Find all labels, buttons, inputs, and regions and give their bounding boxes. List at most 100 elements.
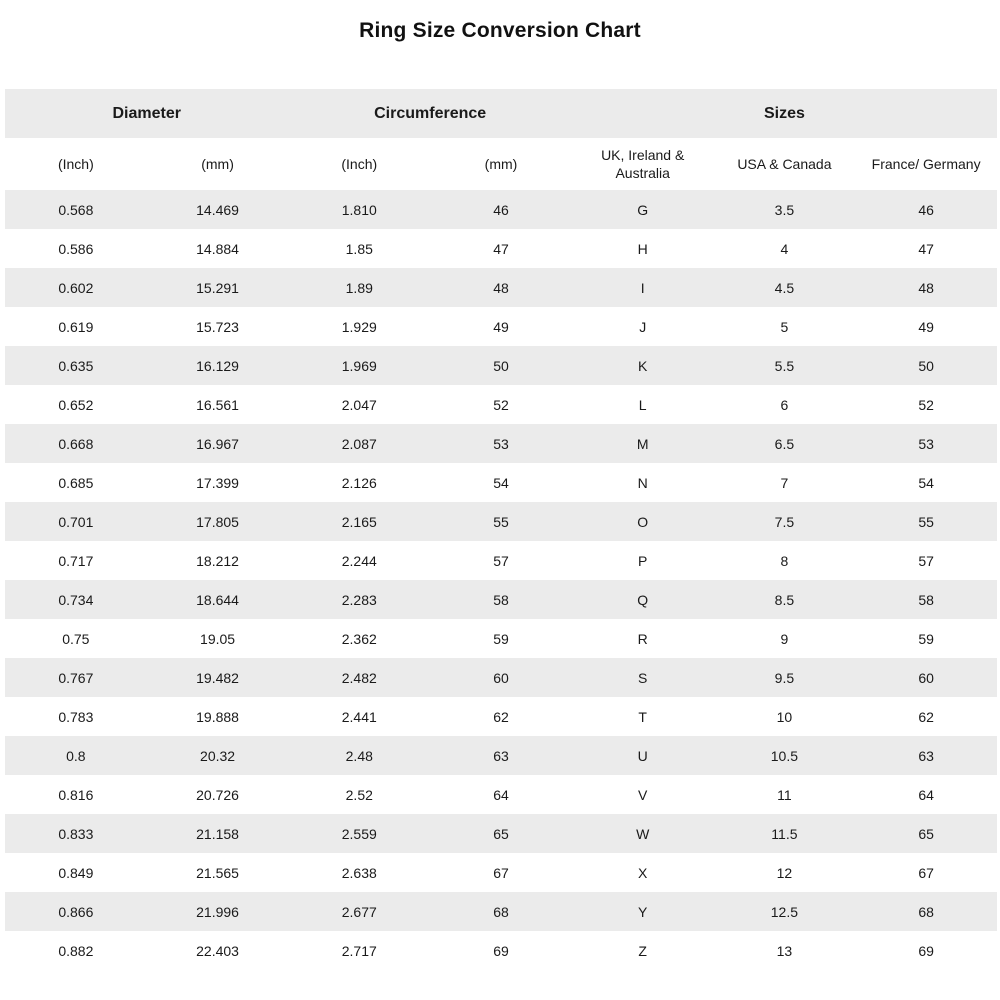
table-cell: 52 [430, 385, 572, 424]
table-cell: 5 [713, 307, 856, 346]
table-cell: 58 [855, 580, 997, 619]
table-cell: 0.8 [5, 736, 147, 775]
table-cell: 19.05 [146, 619, 289, 658]
table-cell: Q [571, 580, 714, 619]
table-cell: 59 [430, 619, 572, 658]
table-cell: 53 [430, 424, 572, 463]
table-row: 0.833 21.158 2.559 65 W 11.5 65 [5, 814, 997, 853]
table-cell: 0.75 [5, 619, 147, 658]
table-cell: J [571, 307, 714, 346]
column-header-uk-ireland-australia: UK, Ireland & Australia [571, 138, 714, 190]
table-cell: 21.996 [146, 892, 289, 931]
table-cell: O [571, 502, 714, 541]
table-cell: 67 [430, 853, 572, 892]
table-cell: 17.805 [146, 502, 289, 541]
group-header-circumference: Circumference [288, 89, 572, 138]
table-cell: 20.32 [146, 736, 289, 775]
table-cell: 58 [430, 580, 572, 619]
table-cell: 54 [430, 463, 572, 502]
table-row: 0.586 14.884 1.85 47 H 4 47 [5, 229, 997, 268]
table-cell: 64 [430, 775, 572, 814]
table-cell: 0.685 [5, 463, 147, 502]
table-cell: U [571, 736, 714, 775]
group-header-diameter: Diameter [5, 89, 289, 138]
table-cell: 59 [855, 619, 997, 658]
table-cell: 62 [430, 697, 572, 736]
table-cell: 6.5 [713, 424, 856, 463]
ring-size-conversion-table: Diameter Circumference Sizes (Inch) (mm)… [5, 89, 997, 970]
table-cell: 0.866 [5, 892, 147, 931]
table-cell: 10.5 [713, 736, 856, 775]
table-cell: 49 [430, 307, 572, 346]
table-row: 0.685 17.399 2.126 54 N 7 54 [5, 463, 997, 502]
table-cell: 2.441 [288, 697, 431, 736]
table-cell: 22.403 [146, 931, 289, 970]
table-cell: 0.767 [5, 658, 147, 697]
table-cell: N [571, 463, 714, 502]
table-cell: 0.816 [5, 775, 147, 814]
table-cell: 63 [855, 736, 997, 775]
table-cell: 0.783 [5, 697, 147, 736]
table-row: 0.734 18.644 2.283 58 Q 8.5 58 [5, 580, 997, 619]
table-cell: 68 [855, 892, 997, 931]
table-cell: P [571, 541, 714, 580]
table-cell: 65 [430, 814, 572, 853]
table-cell: I [571, 268, 714, 307]
table-cell: 1.810 [288, 190, 431, 229]
table-cell: 60 [430, 658, 572, 697]
table-cell: 2.283 [288, 580, 431, 619]
table-cell: 53 [855, 424, 997, 463]
table-cell: 5.5 [713, 346, 856, 385]
table-cell: 47 [430, 229, 572, 268]
table-cell: 2.559 [288, 814, 431, 853]
table-cell: 65 [855, 814, 997, 853]
table-row: 0.668 16.967 2.087 53 M 6.5 53 [5, 424, 997, 463]
table-cell: 19.482 [146, 658, 289, 697]
table-cell: 46 [855, 190, 997, 229]
table-cell: 52 [855, 385, 997, 424]
table-cell: 17.399 [146, 463, 289, 502]
table-cell: 14.469 [146, 190, 289, 229]
group-header-sizes: Sizes [571, 89, 997, 138]
table-row: 0.882 22.403 2.717 69 Z 13 69 [5, 931, 997, 970]
column-header-france-germany: France/ Germany [855, 138, 997, 190]
table-cell: 62 [855, 697, 997, 736]
table-cell: G [571, 190, 714, 229]
table-row: 0.849 21.565 2.638 67 X 12 67 [5, 853, 997, 892]
table-cell: 2.362 [288, 619, 431, 658]
table-cell: 4 [713, 229, 856, 268]
table-cell: 11.5 [713, 814, 856, 853]
table-cell: 1.85 [288, 229, 431, 268]
table-row: 0.75 19.05 2.362 59 R 9 59 [5, 619, 997, 658]
table-body: 0.568 14.469 1.810 46 G 3.5 46 0.586 14.884 1.85 4… [5, 190, 997, 970]
table-row: 0.652 16.561 2.047 52 L 6 52 [5, 385, 997, 424]
table-cell: 57 [430, 541, 572, 580]
table-row: 0.8 20.32 2.48 63 U 10.5 63 [5, 736, 997, 775]
table-cell: 1.969 [288, 346, 431, 385]
table-row: 0.568 14.469 1.810 46 G 3.5 46 [5, 190, 997, 229]
table-cell: Y [571, 892, 714, 931]
table-row: 0.816 20.726 2.52 64 V 11 64 [5, 775, 997, 814]
table-cell: 18.644 [146, 580, 289, 619]
table-cell: 10 [713, 697, 856, 736]
table-cell: R [571, 619, 714, 658]
table-cell: 1.929 [288, 307, 431, 346]
table-cell: 54 [855, 463, 997, 502]
table-cell: X [571, 853, 714, 892]
table-cell: 15.291 [146, 268, 289, 307]
table-cell: 0.619 [5, 307, 147, 346]
table-cell: 4.5 [713, 268, 856, 307]
table-cell: 7.5 [713, 502, 856, 541]
table-cell: 1.89 [288, 268, 431, 307]
table-cell: 9.5 [713, 658, 856, 697]
table-cell: 63 [430, 736, 572, 775]
table-cell: 0.668 [5, 424, 147, 463]
table-cell: 13 [713, 931, 856, 970]
table-cell: 2.244 [288, 541, 431, 580]
table-head: Diameter Circumference Sizes (Inch) (mm)… [5, 89, 997, 190]
table-cell: 2.717 [288, 931, 431, 970]
table-cell: 0.652 [5, 385, 147, 424]
table-cell: S [571, 658, 714, 697]
table-cell: 0.568 [5, 190, 147, 229]
